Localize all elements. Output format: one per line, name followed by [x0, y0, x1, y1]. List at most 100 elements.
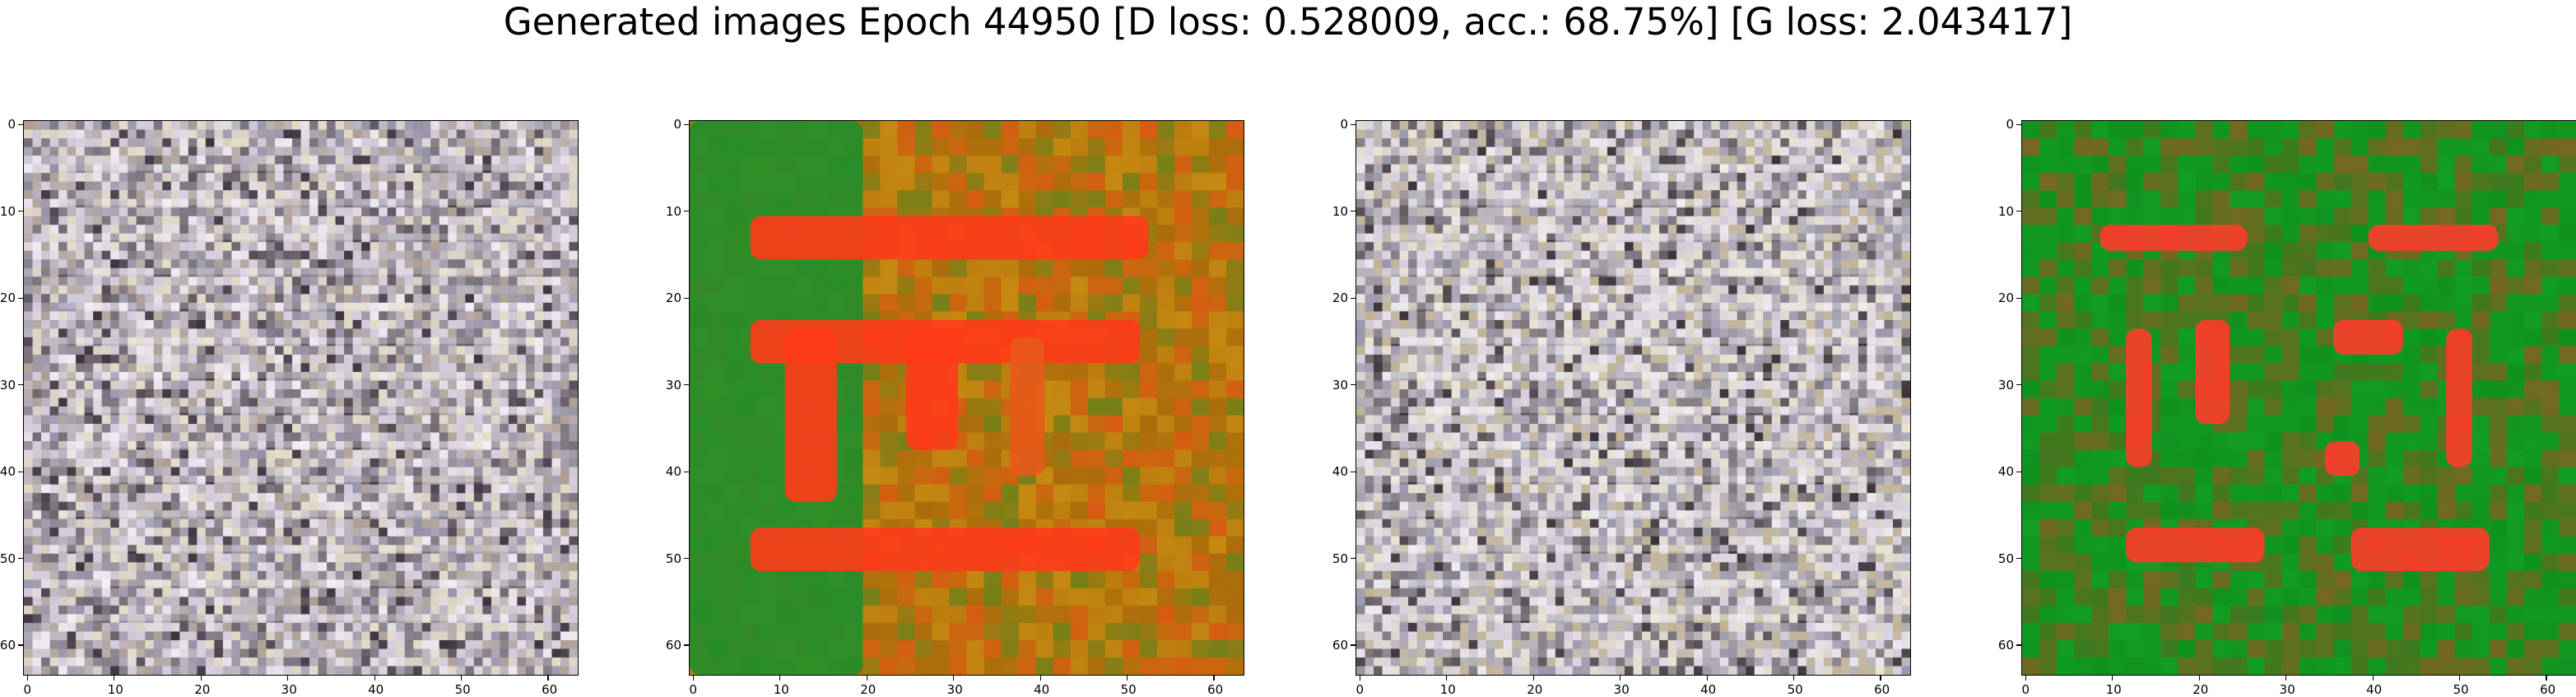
pixel-cell	[405, 493, 414, 502]
pixel-cell	[336, 554, 345, 563]
pixel-cell	[301, 562, 310, 571]
texture-cell	[1140, 450, 1157, 467]
pixel-cell	[145, 450, 154, 459]
pixel-cell	[85, 346, 94, 355]
pixel-cell	[509, 562, 518, 571]
texture-cell	[1226, 294, 1244, 311]
pixel-cell	[93, 190, 102, 199]
pixel-cell	[319, 588, 328, 597]
pixel-cell	[474, 537, 483, 546]
pixel-cell	[102, 485, 111, 494]
pixel-cell	[526, 328, 535, 337]
pixel-cell	[526, 562, 535, 571]
pixel-cell	[309, 640, 319, 649]
texture-cell	[914, 571, 932, 588]
texture-cell	[863, 502, 880, 519]
texture-cell	[932, 294, 949, 311]
pixel-cell	[266, 138, 275, 147]
pixel-cell	[353, 458, 362, 467]
pixel-cell	[500, 623, 509, 632]
pixel-cell	[76, 485, 85, 494]
pixel-cell	[327, 276, 336, 286]
pixel-cell	[179, 537, 188, 546]
texture-cell	[880, 138, 897, 156]
texture-cell	[1209, 276, 1226, 294]
pixel-cell	[283, 631, 292, 640]
pixel-cell	[413, 182, 422, 191]
pixel-cell	[58, 190, 67, 199]
pixel-cell	[258, 458, 267, 467]
pixel-cell	[231, 658, 240, 667]
pixel-cell	[137, 207, 146, 216]
pixel-cell	[526, 485, 535, 494]
pixel-cell	[439, 571, 449, 580]
pixel-cell	[258, 467, 267, 476]
pixel-cell	[85, 138, 94, 147]
pixel-cell	[240, 355, 249, 364]
pixel-cell	[551, 606, 560, 615]
pixel-cell	[336, 458, 345, 467]
pixel-cell	[67, 519, 77, 528]
pixel-cell	[569, 242, 578, 251]
texture-cell	[1192, 294, 1209, 311]
pixel-cell	[344, 493, 353, 502]
pixel-cell	[275, 597, 284, 606]
texture-cell	[1209, 433, 1226, 450]
pixel-cell	[67, 597, 77, 606]
pixel-cell	[223, 276, 232, 286]
pixel-cell	[430, 467, 439, 476]
pixel-cell	[534, 467, 543, 476]
pixel-cell	[448, 450, 457, 459]
pixel-cell	[543, 519, 552, 528]
pixel-cell	[188, 156, 198, 165]
texture-cell	[1002, 173, 1019, 190]
pixel-cell	[309, 190, 319, 199]
pixel-cell	[240, 467, 249, 476]
pixel-cell	[58, 493, 67, 502]
pixel-cell	[396, 355, 405, 364]
pixel-cell	[543, 182, 552, 191]
pixel-cell	[344, 251, 353, 260]
pixel-cell	[154, 606, 163, 615]
pixel-cell	[128, 207, 137, 216]
texture-cell	[1071, 502, 1088, 519]
pixel-cell	[266, 207, 275, 216]
pixel-cell	[258, 571, 267, 580]
pixel-cell	[85, 502, 94, 511]
pixel-cell	[33, 276, 42, 286]
pixel-cell	[188, 450, 198, 459]
texture-cell	[1174, 554, 1192, 571]
pixel-cell	[336, 666, 345, 675]
pixel-cell	[76, 640, 85, 649]
pixel-cell	[24, 510, 33, 519]
pixel-cell	[388, 320, 397, 329]
pixel-cell	[33, 658, 42, 667]
pixel-cell	[102, 416, 111, 425]
pixel-cell	[197, 398, 206, 407]
texture-cell	[932, 156, 949, 173]
pixel-cell	[171, 276, 180, 286]
pixel-cell	[249, 294, 258, 303]
pixel-cell	[50, 320, 59, 329]
pixel-cell	[551, 121, 560, 130]
pixel-cell	[292, 130, 301, 139]
pixel-cell	[50, 579, 59, 588]
pixel-cell	[327, 121, 336, 130]
pixel-cell	[405, 286, 414, 295]
pixel-cell	[231, 311, 240, 320]
pixel-cell	[439, 121, 449, 130]
texture-cell	[967, 502, 984, 519]
pixel-cell	[33, 259, 42, 268]
pixel-cell	[353, 424, 362, 433]
pixel-cell	[370, 537, 379, 546]
pixel-cell	[388, 458, 397, 467]
pixel-cell	[319, 648, 328, 658]
pixel-cell	[379, 320, 388, 329]
pixel-cell	[128, 259, 137, 268]
pixel-cell	[249, 259, 258, 268]
pixel-cell	[145, 389, 154, 398]
pixel-cell	[301, 130, 310, 139]
pixel-cell	[457, 355, 466, 364]
pixel-cell	[240, 130, 249, 139]
pixel-cell	[206, 424, 215, 433]
